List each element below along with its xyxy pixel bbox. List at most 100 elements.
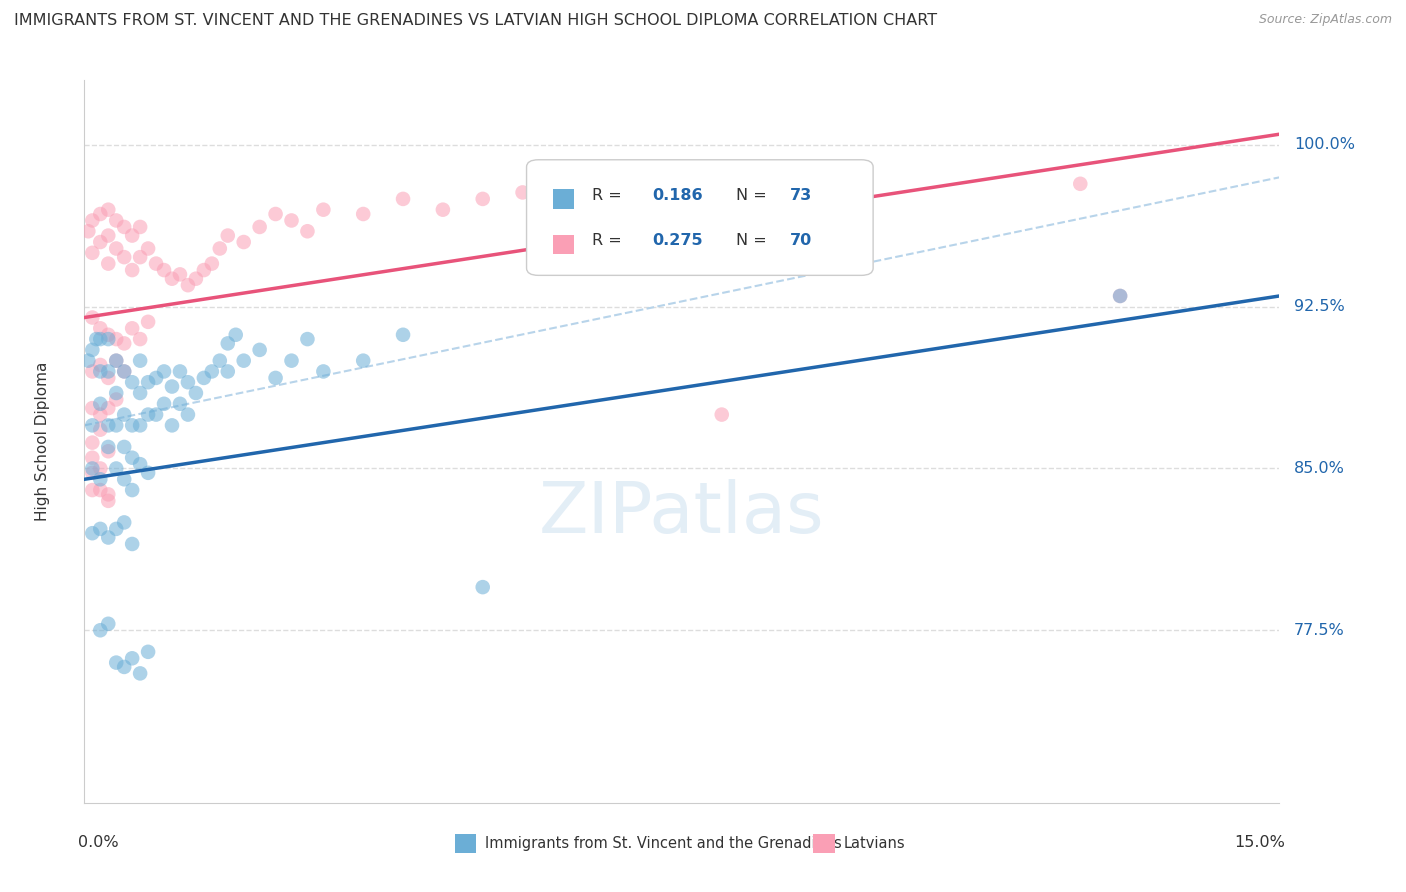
Point [82,435,104,450]
Point [208,242,231,256]
Text: N =: N = [735,233,772,248]
Point [153,263,176,277]
Point [153,364,176,378]
Point [145,257,167,271]
Point [105,213,128,227]
Point [82,364,104,378]
Point [86,332,108,346]
Point [112,250,135,264]
Point [89,332,111,346]
Point [129,666,152,681]
Point [77,353,100,368]
Point [551,192,574,206]
Point [217,336,239,351]
Point [105,242,128,256]
Bar [456,834,477,854]
Point [264,371,287,385]
Text: IMMIGRANTS FROM ST. VINCENT AND THE GRENADINES VS LATVIAN HIGH SCHOOL DIPLOMA CO: IMMIGRANTS FROM ST. VINCENT AND THE GREN… [14,13,938,29]
Point [136,466,159,480]
Point [129,250,152,264]
Text: 15.0%: 15.0% [1234,835,1285,850]
Point [129,332,152,346]
Point [112,336,135,351]
Point [160,379,183,393]
Point [105,332,128,346]
Bar [814,834,835,854]
Point [208,353,231,368]
Text: 0.0%: 0.0% [79,835,120,850]
Point [193,371,215,385]
Point [129,386,152,401]
Point [177,376,200,390]
Point [160,271,183,285]
Text: 0.275: 0.275 [652,233,703,248]
Point [82,418,104,433]
FancyBboxPatch shape [527,160,873,276]
Point [89,358,111,372]
Text: Source: ZipAtlas.com: Source: ZipAtlas.com [1258,13,1392,27]
Point [217,364,239,378]
Point [97,332,120,346]
Point [82,310,104,325]
Point [184,271,207,285]
Text: 70: 70 [790,233,811,248]
Point [297,224,319,238]
Point [97,444,120,458]
Point [97,371,120,385]
Text: N =: N = [735,187,772,202]
Point [201,257,224,271]
Point [136,408,159,422]
Point [97,531,120,545]
Point [392,327,415,342]
Point [193,263,215,277]
Point [136,315,159,329]
Point [89,624,111,638]
Point [471,192,494,206]
Text: 0.186: 0.186 [652,187,703,202]
Point [112,472,135,486]
Point [97,228,120,243]
Point [512,186,534,200]
Text: Latvians: Latvians [844,837,905,852]
Point [97,257,120,271]
Point [89,472,111,486]
Point [105,392,128,407]
Point [105,418,128,433]
Point [129,219,152,234]
Point [105,353,128,368]
Text: High School Diploma: High School Diploma [35,362,51,521]
Point [105,461,128,475]
Point [352,353,374,368]
Point [121,263,143,277]
Point [77,224,100,238]
Point [97,493,120,508]
Point [121,418,143,433]
Text: ZIPatlas: ZIPatlas [538,479,825,549]
Point [89,461,111,475]
Point [97,418,120,433]
Point [82,526,104,541]
Point [105,522,128,536]
Point [232,353,254,368]
Point [121,537,143,551]
Text: Immigrants from St. Vincent and the Grenadines: Immigrants from St. Vincent and the Gren… [485,837,841,852]
Point [121,450,143,465]
Point [631,177,654,191]
Point [82,245,104,260]
Point [97,364,120,378]
Point [112,408,135,422]
Point [105,656,128,670]
Text: 92.5%: 92.5% [1294,299,1344,314]
Point [82,343,104,357]
Point [280,213,302,227]
Point [82,466,104,480]
Point [280,353,302,368]
Point [145,371,167,385]
Point [136,645,159,659]
Text: 100.0%: 100.0% [1294,137,1355,153]
Point [471,580,494,594]
Point [153,397,176,411]
Point [82,483,104,497]
Text: 77.5%: 77.5% [1294,623,1344,638]
Point [177,278,200,293]
